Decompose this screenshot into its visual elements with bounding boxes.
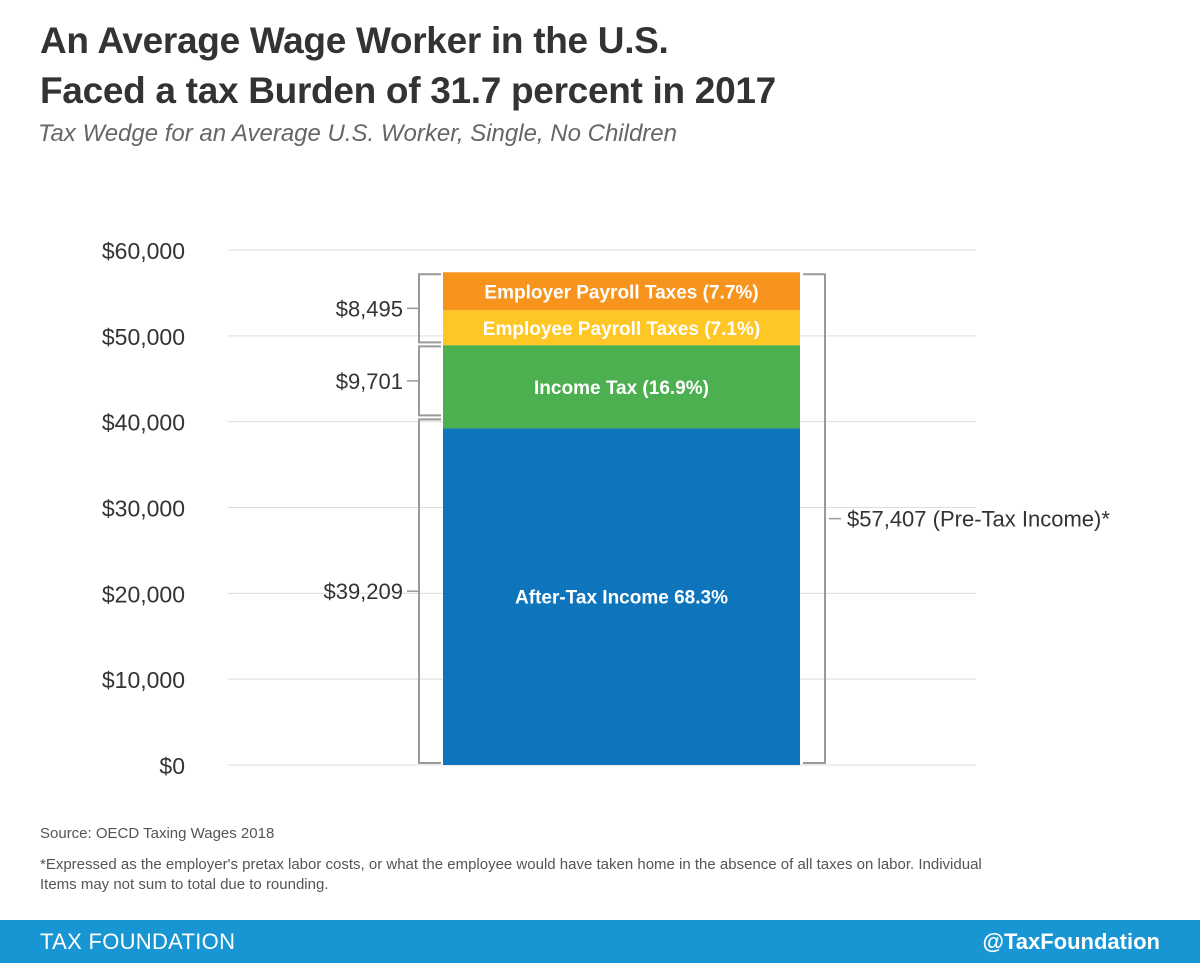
bracket-label: $57,407 (Pre-Tax Income)* [847, 507, 1110, 532]
y-tick-label: $20,000 [102, 581, 185, 607]
chart-title: An Average Wage Worker in the U.S. Faced… [40, 16, 1160, 116]
bracket-label: $39,209 [323, 579, 403, 604]
bar-segment-label: Employer Payroll Taxes (7.7%) [484, 282, 758, 303]
y-tick-label: $10,000 [102, 667, 185, 693]
stacked-bar-chart: $0 $10,000 $20,000 $30,000 $40,000 $50,000 $60… [102, 238, 1110, 779]
bracket-label: $9,701 [336, 369, 403, 394]
y-tick-label: $30,000 [102, 496, 185, 522]
bar-segment [443, 428, 800, 765]
bar-segment-label: After-Tax Income 68.3% [515, 588, 728, 609]
bar-segment-label: Employee Payroll Taxes (7.1%) [483, 319, 760, 340]
bar-segment [443, 272, 800, 311]
bar-segment [443, 345, 800, 429]
bracket-right [803, 273, 826, 764]
bar-segment-label: Income Tax (16.9%) [534, 378, 709, 399]
footer-brand: TAX FOUNDATION [40, 929, 236, 954]
bar-segment [443, 310, 800, 346]
y-tick-label: $60,000 [102, 238, 185, 264]
footer-bar: TAX FOUNDATION @TaxFoundation [0, 920, 1200, 963]
y-tick-label: $50,000 [102, 324, 185, 350]
y-tick-label: $40,000 [102, 410, 185, 436]
bracket-left [418, 273, 441, 344]
title-line-2: Faced a tax Burden of 31.7 percent in 20… [40, 70, 776, 111]
footnote-text: *Expressed as the employer's pretax labo… [40, 856, 982, 893]
bracket-left [418, 418, 441, 764]
chart-subtitle: Tax Wedge for an Average U.S. Worker, Si… [38, 120, 677, 147]
bracket-left [418, 345, 441, 417]
source-text: Source: OECD Taxing Wages 2018 [40, 825, 275, 842]
title-line-1: An Average Wage Worker in the U.S. [40, 20, 669, 61]
footer-handle[interactable]: @TaxFoundation [982, 929, 1160, 954]
y-tick-label: $0 [159, 753, 185, 779]
bracket-label: $8,495 [336, 296, 403, 321]
